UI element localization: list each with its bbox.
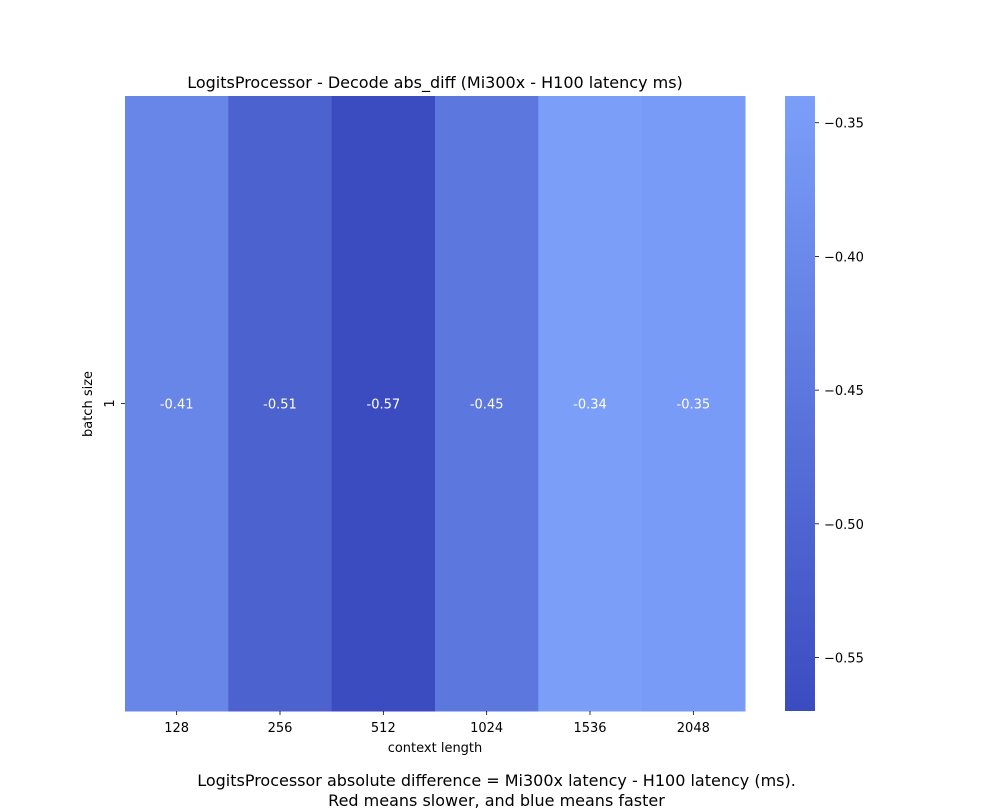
chart-title: LogitsProcessor - Decode abs_diff (Mi300… [187,73,683,93]
x-tick-label: 2048 [677,721,710,736]
heatmap-cell-1536 [538,96,643,712]
y-axis-label: batch size [81,371,96,437]
x-tick-label: 1536 [573,721,606,736]
colorbar-tick-label: −0.40 [824,250,864,265]
heatmap-cell-2048 [641,96,746,712]
x-axis-label: context length [388,741,483,756]
colorbar [785,96,815,711]
cell-value-label: -0.35 [677,398,711,413]
x-tick-label: 1024 [470,721,503,736]
caption-line-1: LogitsProcessor absolute difference = Mi… [197,771,796,790]
x-tick-label: 512 [371,721,396,736]
caption-line-2: Red means slower, and blue means faster [328,791,665,810]
heatmap-cell-1024 [435,96,539,712]
cell-value-label: -0.57 [367,398,401,413]
colorbar-tick-label: −0.35 [824,117,864,132]
cell-value-label: -0.41 [160,398,194,413]
cell-value-label: -0.45 [470,398,504,413]
heatmap-cell-512 [331,96,436,712]
colorbar-tick-label: −0.55 [824,652,864,667]
heatmap-cell-256 [228,96,333,712]
heatmap-cell-128 [125,96,229,712]
cell-value-label: -0.34 [573,398,607,413]
x-tick-label: 256 [268,721,293,736]
x-tick-label: 128 [164,721,189,736]
colorbar-tick-label: −0.45 [824,384,864,399]
y-tick-label: 1 [103,399,118,407]
cell-value-label: -0.51 [263,398,297,413]
colorbar-tick-label: −0.50 [824,518,864,533]
